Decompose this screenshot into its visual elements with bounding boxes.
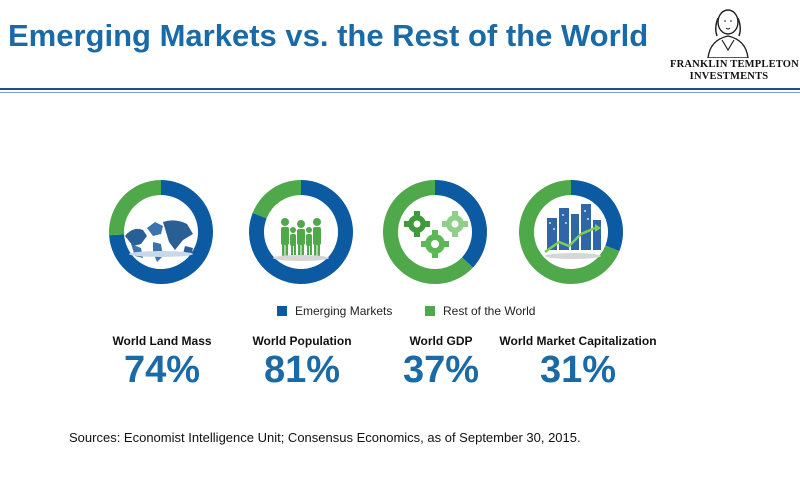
stat-market-cap: World Market Capitalization 31% — [478, 334, 678, 392]
donut-chart-land-mass — [101, 172, 221, 292]
stat-gdp: World GDP 37% — [341, 334, 541, 392]
stat-label: World Land Mass — [112, 334, 212, 348]
portrait-logo-icon — [707, 9, 749, 58]
header-rule — [0, 88, 800, 90]
stat-label: World Market Capitalization — [499, 334, 657, 348]
logo-text-line1: FRANKLIN TEMPLETON — [670, 59, 799, 70]
stat-land-mass: World Land Mass 74% — [62, 334, 262, 392]
legend-item-emerging: Emerging Markets — [277, 304, 392, 318]
page-title: Emerging Markets vs. the Rest of the Wor… — [8, 18, 649, 53]
slice-rest-of-world — [109, 180, 161, 236]
legend-swatch-emerging — [277, 306, 287, 316]
stat-value: 81% — [263, 349, 341, 391]
stat-population: World Population 81% — [202, 334, 402, 392]
logo-text-line2: INVESTMENTS — [689, 71, 769, 82]
legend-label-rest: Rest of the World — [443, 304, 536, 318]
slice-emerging-markets — [571, 180, 623, 252]
donut-chart-population — [241, 172, 361, 292]
donut-slices — [249, 180, 353, 284]
donut-slices — [519, 180, 623, 284]
stat-value: 31% — [539, 349, 617, 391]
legend-swatch-rest — [425, 306, 435, 316]
slice-emerging-markets — [435, 180, 487, 268]
legend-label-emerging: Emerging Markets — [295, 304, 393, 318]
stat-value: 37% — [402, 349, 480, 391]
header-rule-thin — [0, 92, 800, 93]
donut-slices — [383, 180, 487, 284]
people-icon — [273, 218, 329, 261]
stat-label: World Population — [252, 334, 352, 348]
slice-rest-of-world — [519, 180, 620, 284]
slice-rest-of-world — [252, 180, 301, 219]
donut-chart-gdp — [375, 172, 495, 292]
chart-legend: Emerging Markets Rest of the World — [0, 304, 800, 324]
stat-label: World GDP — [409, 334, 473, 348]
slice-rest-of-world — [383, 180, 473, 284]
legend-item-rest: Rest of the World — [425, 304, 535, 318]
stat-value: 74% — [123, 349, 201, 391]
sources-note: Sources: Economist Intelligence Unit; Co… — [69, 430, 581, 445]
donut-slices — [109, 180, 213, 284]
donut-chart-market-cap — [511, 172, 631, 292]
gears-icon — [404, 211, 468, 258]
franklin-templeton-logo: FRANKLIN TEMPLETON INVESTMENTS — [670, 4, 799, 90]
world-map-icon — [125, 220, 193, 262]
city-growth-icon — [544, 204, 601, 259]
